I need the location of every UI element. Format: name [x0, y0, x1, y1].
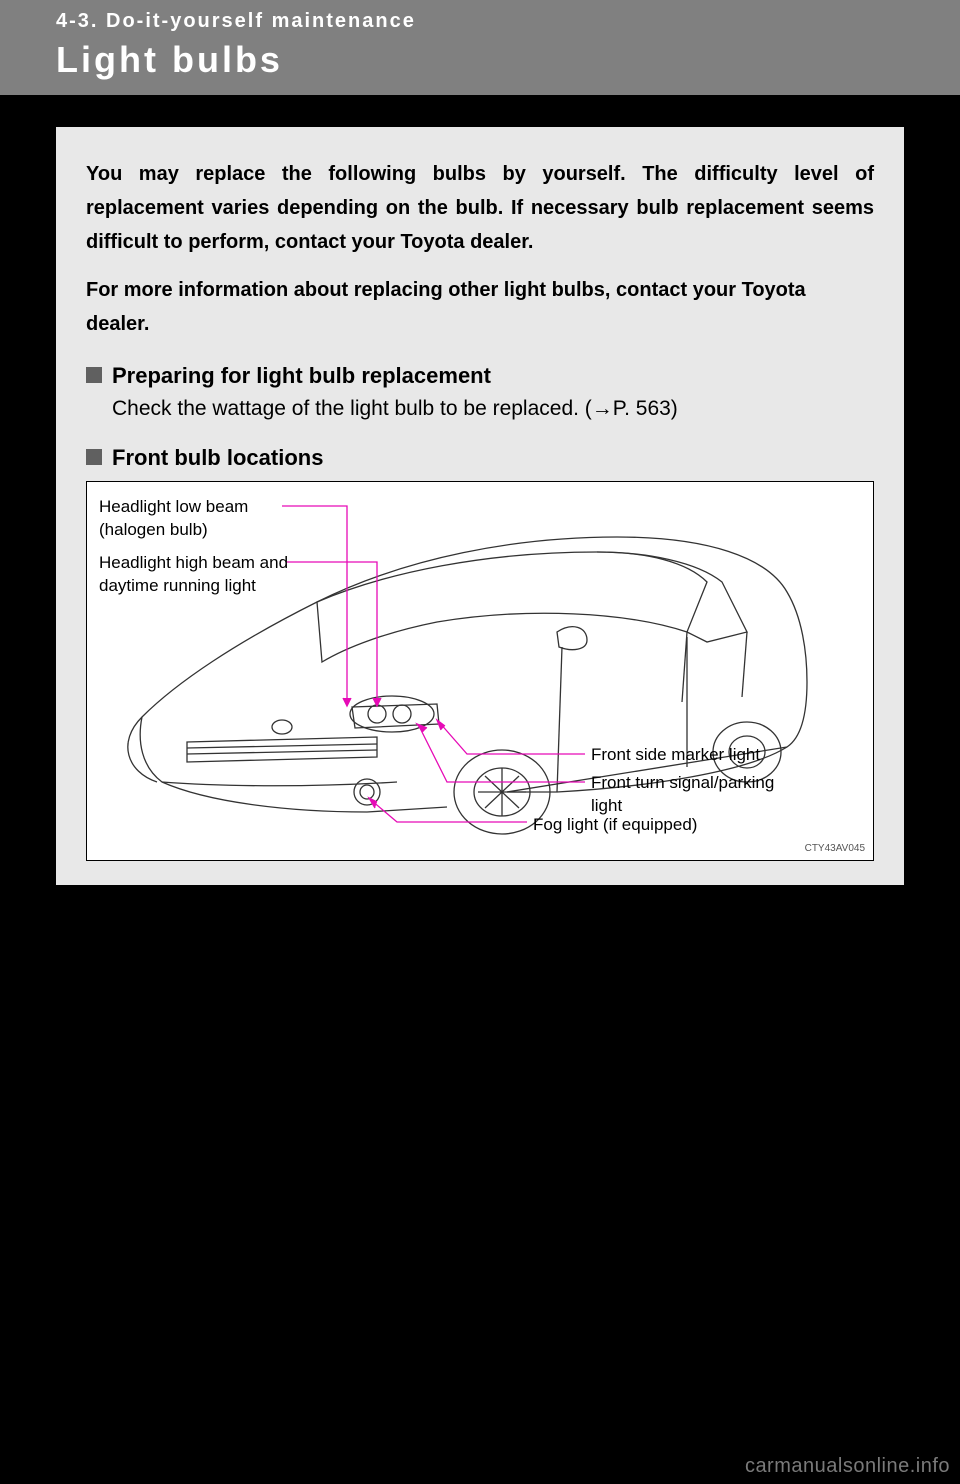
label-turn-signal: Front turn signal/parking light: [591, 772, 801, 818]
subheading-preparing: Preparing for light bulb replacement: [112, 363, 491, 389]
page-title: Light bulbs: [56, 39, 920, 81]
subheading-front-bulb: Front bulb locations: [112, 445, 323, 471]
bullet-icon: [86, 367, 102, 383]
section-label: 4-3. Do-it-yourself maintenance: [56, 10, 920, 33]
label-fog: Fog light (if equipped): [533, 814, 697, 837]
label-high-beam: Headlight high beam and daytime running …: [99, 552, 289, 598]
front-bulb-diagram: Headlight low beam (halogen bulb) Headli…: [86, 481, 874, 861]
intro-paragraph-2: For more information about replacing oth…: [86, 273, 874, 341]
content-panel: You may replace the following bulbs by y…: [56, 127, 904, 885]
preparing-body: Check the wattage of the light bulb to b…: [112, 397, 874, 421]
label-side-marker: Front side marker light: [591, 744, 760, 767]
label-low-beam: Headlight low beam (halogen bulb): [99, 496, 279, 542]
bullet-icon: [86, 449, 102, 465]
watermark: carmanualsonline.info: [745, 1455, 950, 1478]
diagram-code: CTY43AV045: [805, 843, 865, 854]
intro-paragraph-1: You may replace the following bulbs by y…: [86, 157, 874, 259]
